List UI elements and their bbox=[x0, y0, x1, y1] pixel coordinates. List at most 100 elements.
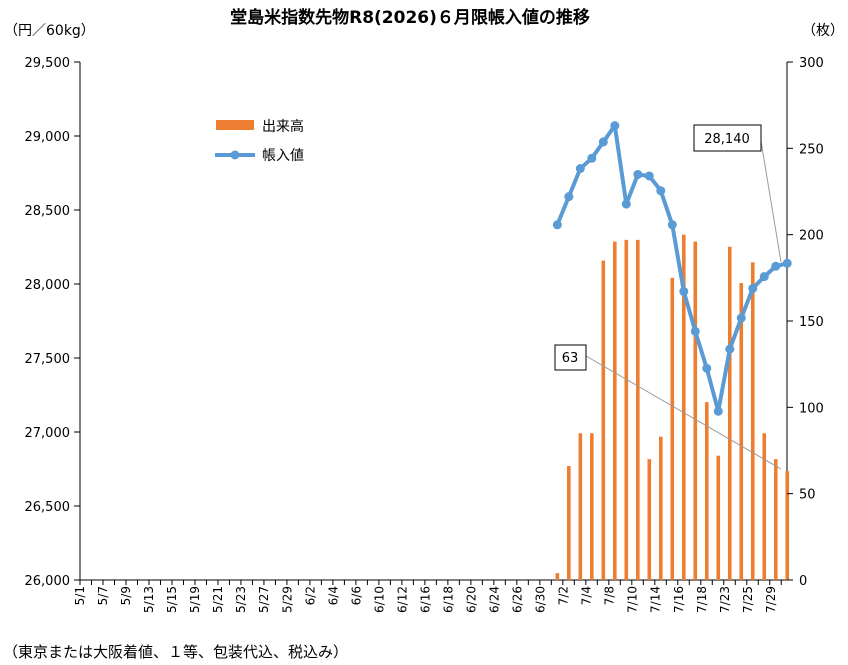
axes bbox=[79, 62, 788, 581]
x-tick-label: 6/16 bbox=[418, 586, 432, 613]
settlement-point bbox=[564, 192, 574, 202]
x-tick-label: 5/21 bbox=[211, 586, 225, 613]
x-tick-label: 6/10 bbox=[372, 586, 386, 613]
volume-bar bbox=[624, 239, 629, 580]
volume-bar bbox=[578, 433, 583, 580]
callout-settlement-box bbox=[693, 124, 762, 152]
left-tick-label: 26,000 bbox=[25, 574, 71, 589]
settlement-point bbox=[725, 344, 735, 354]
x-tick-label: 7/8 bbox=[603, 586, 617, 605]
settlement-point bbox=[690, 326, 700, 336]
volume-bar bbox=[762, 433, 767, 580]
volume-bar bbox=[785, 471, 790, 580]
left-axis-ticks: 26,000 26,500 27,000 27,500 28,000 28,500 29,0… bbox=[25, 56, 80, 589]
x-tick-label: 5/7 bbox=[96, 586, 110, 605]
settlement-point bbox=[644, 171, 654, 181]
settlement-point bbox=[610, 121, 620, 131]
callout-volume-box bbox=[554, 344, 587, 371]
callout-settlement-leader bbox=[760, 140, 782, 263]
right-tick-label: 0 bbox=[799, 574, 807, 589]
settlement-point bbox=[759, 272, 769, 282]
volume-bar bbox=[716, 455, 721, 580]
settlement-point bbox=[633, 169, 643, 179]
settlement-point bbox=[552, 220, 562, 230]
volume-bar bbox=[704, 402, 709, 580]
settlement-point bbox=[771, 261, 781, 271]
right-tick-label: 300 bbox=[799, 56, 824, 71]
left-tick-label: 27,500 bbox=[25, 352, 71, 367]
callout-settlement-label: 28,140 bbox=[704, 132, 750, 147]
x-tick-label: 7/14 bbox=[649, 586, 663, 613]
x-tick-label: 6/20 bbox=[464, 586, 478, 613]
chart-title: 堂島米指数先物R8(2026)６月限帳入値の推移 bbox=[230, 7, 590, 28]
left-tick-label: 28,500 bbox=[25, 204, 71, 219]
settlement-point bbox=[679, 286, 689, 296]
legend-settlement-marker bbox=[230, 150, 240, 160]
left-tick-label: 29,000 bbox=[25, 130, 71, 145]
volume-bar bbox=[555, 573, 560, 580]
x-tick-label: 6/4 bbox=[326, 586, 340, 605]
x-tick-label: 6/26 bbox=[511, 586, 525, 613]
volume-bar bbox=[601, 260, 606, 580]
x-axis-ticks: 5/1 5/7 5/9 5/13 5/15 5/19 5/21 5/23 5/27 5/29 6/2… bbox=[73, 580, 782, 613]
x-tick-label: 7/18 bbox=[695, 586, 709, 613]
x-tick-label: 5/29 bbox=[280, 586, 294, 613]
x-tick-label: 5/19 bbox=[188, 586, 202, 613]
x-tick-label: 5/23 bbox=[234, 586, 248, 613]
legend: 出来高 帳入値 bbox=[215, 118, 304, 164]
settlement-point bbox=[587, 153, 597, 163]
right-axis-ticks: 0 50 100 150 200 250 300 bbox=[787, 56, 824, 589]
x-tick-label: 7/16 bbox=[672, 586, 686, 613]
x-tick-label: 7/23 bbox=[718, 586, 732, 613]
volume-bars bbox=[555, 234, 790, 580]
volume-bar bbox=[773, 459, 778, 580]
x-tick-label: 6/18 bbox=[441, 586, 455, 613]
x-tick-label: 7/29 bbox=[764, 586, 778, 613]
settlement-point bbox=[621, 199, 631, 209]
volume-bar bbox=[693, 241, 698, 580]
x-tick-label: 7/25 bbox=[741, 586, 755, 613]
settlement-point bbox=[598, 137, 608, 147]
callout-volume: 63 bbox=[554, 344, 782, 470]
left-axis-unit: （円／60kg） bbox=[4, 23, 95, 39]
right-tick-label: 200 bbox=[799, 229, 824, 244]
x-tick-label: 6/6 bbox=[349, 586, 363, 605]
volume-bar bbox=[567, 466, 571, 580]
volume-bar bbox=[727, 246, 732, 580]
legend-volume-swatch bbox=[216, 120, 254, 130]
x-tick-label: 7/4 bbox=[580, 586, 594, 605]
volume-bar bbox=[670, 277, 675, 580]
callout-volume-leader bbox=[585, 355, 782, 470]
volume-bar bbox=[636, 239, 640, 580]
x-tick-label: 5/9 bbox=[119, 586, 133, 605]
settlement-point bbox=[748, 283, 758, 293]
settlement-point bbox=[575, 164, 585, 174]
right-tick-label: 100 bbox=[799, 401, 824, 416]
settlement-point bbox=[656, 186, 666, 196]
x-tick-label: 6/2 bbox=[303, 586, 317, 605]
left-tick-label: 28,000 bbox=[25, 278, 71, 293]
settlement-point bbox=[713, 406, 723, 416]
volume-bar bbox=[590, 433, 594, 580]
x-tick-label: 7/10 bbox=[626, 586, 640, 613]
right-tick-label: 50 bbox=[799, 488, 816, 503]
right-axis-unit: （枚） bbox=[802, 23, 844, 39]
volume-bar bbox=[647, 459, 652, 580]
x-tick-label: 5/13 bbox=[142, 586, 156, 613]
x-tick-label: 5/27 bbox=[257, 586, 271, 613]
right-tick-label: 250 bbox=[799, 142, 824, 157]
x-tick-label: 5/1 bbox=[73, 586, 87, 605]
x-tick-label: 6/30 bbox=[534, 586, 548, 613]
callout-settlement: 28,140 bbox=[693, 124, 782, 263]
x-tick-label: 5/15 bbox=[165, 586, 179, 613]
x-tick-label: 7/2 bbox=[557, 586, 571, 605]
x-tick-label: 6/24 bbox=[488, 586, 502, 613]
settlement-point bbox=[667, 220, 677, 230]
x-tick-label: 6/12 bbox=[395, 586, 409, 613]
legend-settlement-label: 帳入値 bbox=[262, 148, 304, 164]
left-tick-label: 29,500 bbox=[25, 56, 71, 71]
volume-bar bbox=[613, 241, 617, 580]
volume-bar bbox=[739, 283, 744, 580]
settlement-point bbox=[736, 313, 746, 323]
